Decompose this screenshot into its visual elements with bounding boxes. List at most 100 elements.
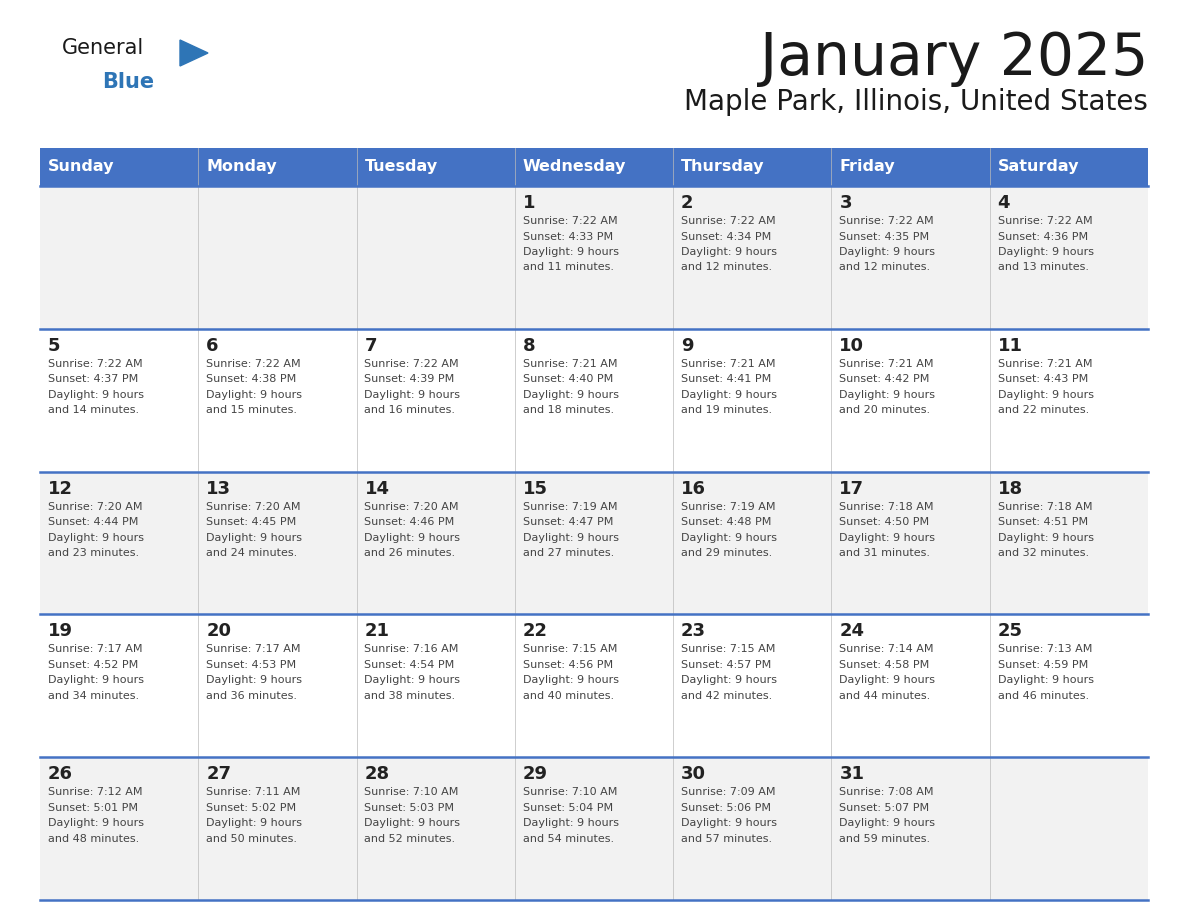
Text: Daylight: 9 hours: Daylight: 9 hours (681, 390, 777, 400)
Text: Sunrise: 7:12 AM: Sunrise: 7:12 AM (48, 788, 143, 797)
Bar (198, 148, 356, 186)
Bar (40, 472, 1148, 614)
Text: Sunset: 4:54 PM: Sunset: 4:54 PM (365, 660, 455, 670)
Text: and 18 minutes.: and 18 minutes. (523, 406, 614, 415)
Text: 27: 27 (207, 766, 232, 783)
Text: 29: 29 (523, 766, 548, 783)
Text: and 29 minutes.: and 29 minutes. (681, 548, 772, 558)
Text: and 27 minutes.: and 27 minutes. (523, 548, 614, 558)
Text: Sunrise: 7:10 AM: Sunrise: 7:10 AM (523, 788, 617, 797)
Text: Sunset: 5:07 PM: Sunset: 5:07 PM (840, 802, 929, 812)
Text: Sunrise: 7:22 AM: Sunrise: 7:22 AM (998, 216, 1092, 226)
Text: Maple Park, Illinois, United States: Maple Park, Illinois, United States (684, 88, 1148, 116)
Text: Sunrise: 7:13 AM: Sunrise: 7:13 AM (998, 644, 1092, 655)
Text: Sunset: 4:46 PM: Sunset: 4:46 PM (365, 517, 455, 527)
Text: Daylight: 9 hours: Daylight: 9 hours (523, 390, 619, 400)
Text: and 57 minutes.: and 57 minutes. (681, 834, 772, 844)
Text: and 54 minutes.: and 54 minutes. (523, 834, 614, 844)
Text: Daylight: 9 hours: Daylight: 9 hours (681, 818, 777, 828)
Text: and 31 minutes.: and 31 minutes. (840, 548, 930, 558)
Text: 15: 15 (523, 479, 548, 498)
Text: Daylight: 9 hours: Daylight: 9 hours (207, 390, 302, 400)
Text: Tuesday: Tuesday (365, 160, 437, 174)
Text: and 48 minutes.: and 48 minutes. (48, 834, 139, 844)
Text: and 34 minutes.: and 34 minutes. (48, 691, 139, 701)
Text: Sunrise: 7:21 AM: Sunrise: 7:21 AM (840, 359, 934, 369)
Text: Sunset: 4:57 PM: Sunset: 4:57 PM (681, 660, 771, 670)
Text: Sunrise: 7:15 AM: Sunrise: 7:15 AM (523, 644, 617, 655)
Text: Daylight: 9 hours: Daylight: 9 hours (523, 532, 619, 543)
Text: 8: 8 (523, 337, 536, 354)
Text: and 46 minutes.: and 46 minutes. (998, 691, 1088, 701)
Text: Saturday: Saturday (998, 160, 1079, 174)
Text: Daylight: 9 hours: Daylight: 9 hours (365, 676, 461, 686)
Text: and 22 minutes.: and 22 minutes. (998, 406, 1089, 415)
Text: Sunset: 4:41 PM: Sunset: 4:41 PM (681, 375, 771, 385)
Text: and 11 minutes.: and 11 minutes. (523, 263, 614, 273)
Text: Sunset: 5:06 PM: Sunset: 5:06 PM (681, 802, 771, 812)
Text: 3: 3 (840, 194, 852, 212)
Bar (40, 614, 1148, 757)
Text: 28: 28 (365, 766, 390, 783)
Text: Sunset: 5:03 PM: Sunset: 5:03 PM (365, 802, 455, 812)
Text: Daylight: 9 hours: Daylight: 9 hours (523, 247, 619, 257)
Text: Daylight: 9 hours: Daylight: 9 hours (207, 532, 302, 543)
Text: Sunset: 5:02 PM: Sunset: 5:02 PM (207, 802, 296, 812)
Text: and 32 minutes.: and 32 minutes. (998, 548, 1088, 558)
Text: Daylight: 9 hours: Daylight: 9 hours (840, 532, 935, 543)
Polygon shape (181, 40, 208, 66)
Text: 4: 4 (998, 194, 1010, 212)
Bar (40, 148, 198, 186)
Text: and 23 minutes.: and 23 minutes. (48, 548, 139, 558)
Bar (40, 186, 1148, 329)
Text: Sunrise: 7:19 AM: Sunrise: 7:19 AM (523, 501, 618, 511)
Text: 12: 12 (48, 479, 72, 498)
Text: January 2025: January 2025 (759, 30, 1148, 87)
Text: and 52 minutes.: and 52 minutes. (365, 834, 456, 844)
Text: and 24 minutes.: and 24 minutes. (207, 548, 297, 558)
Text: and 36 minutes.: and 36 minutes. (207, 691, 297, 701)
Text: Sunset: 4:51 PM: Sunset: 4:51 PM (998, 517, 1088, 527)
Text: Sunrise: 7:14 AM: Sunrise: 7:14 AM (840, 644, 934, 655)
Text: 17: 17 (840, 479, 865, 498)
Bar (356, 148, 514, 186)
Text: Sunset: 4:44 PM: Sunset: 4:44 PM (48, 517, 138, 527)
Text: 6: 6 (207, 337, 219, 354)
Text: Friday: Friday (840, 160, 895, 174)
Text: General: General (62, 38, 144, 58)
Text: Sunrise: 7:08 AM: Sunrise: 7:08 AM (840, 788, 934, 797)
Text: Daylight: 9 hours: Daylight: 9 hours (998, 532, 1094, 543)
Text: Daylight: 9 hours: Daylight: 9 hours (48, 390, 144, 400)
Text: Sunrise: 7:11 AM: Sunrise: 7:11 AM (207, 788, 301, 797)
Text: Daylight: 9 hours: Daylight: 9 hours (48, 532, 144, 543)
Bar (40, 329, 1148, 472)
Text: Daylight: 9 hours: Daylight: 9 hours (48, 818, 144, 828)
Text: and 12 minutes.: and 12 minutes. (681, 263, 772, 273)
Text: Daylight: 9 hours: Daylight: 9 hours (998, 247, 1094, 257)
Text: 20: 20 (207, 622, 232, 641)
Text: Daylight: 9 hours: Daylight: 9 hours (998, 676, 1094, 686)
Text: Daylight: 9 hours: Daylight: 9 hours (523, 676, 619, 686)
Text: Sunset: 4:43 PM: Sunset: 4:43 PM (998, 375, 1088, 385)
Text: Sunrise: 7:15 AM: Sunrise: 7:15 AM (681, 644, 776, 655)
Text: Sunrise: 7:20 AM: Sunrise: 7:20 AM (207, 501, 301, 511)
Text: Sunrise: 7:16 AM: Sunrise: 7:16 AM (365, 644, 459, 655)
Text: Daylight: 9 hours: Daylight: 9 hours (840, 247, 935, 257)
Text: Sunset: 4:59 PM: Sunset: 4:59 PM (998, 660, 1088, 670)
Text: and 50 minutes.: and 50 minutes. (207, 834, 297, 844)
Text: Sunset: 4:39 PM: Sunset: 4:39 PM (365, 375, 455, 385)
Text: 23: 23 (681, 622, 706, 641)
Text: Sunset: 4:37 PM: Sunset: 4:37 PM (48, 375, 138, 385)
Text: Blue: Blue (102, 72, 154, 92)
Text: 11: 11 (998, 337, 1023, 354)
Text: Wednesday: Wednesday (523, 160, 626, 174)
Text: Sunrise: 7:22 AM: Sunrise: 7:22 AM (207, 359, 301, 369)
Text: Sunset: 4:52 PM: Sunset: 4:52 PM (48, 660, 138, 670)
Text: 21: 21 (365, 622, 390, 641)
Text: Daylight: 9 hours: Daylight: 9 hours (840, 818, 935, 828)
Text: and 16 minutes.: and 16 minutes. (365, 406, 455, 415)
Text: and 14 minutes.: and 14 minutes. (48, 406, 139, 415)
Text: Sunrise: 7:22 AM: Sunrise: 7:22 AM (840, 216, 934, 226)
Text: Sunset: 4:58 PM: Sunset: 4:58 PM (840, 660, 929, 670)
Text: Daylight: 9 hours: Daylight: 9 hours (840, 390, 935, 400)
